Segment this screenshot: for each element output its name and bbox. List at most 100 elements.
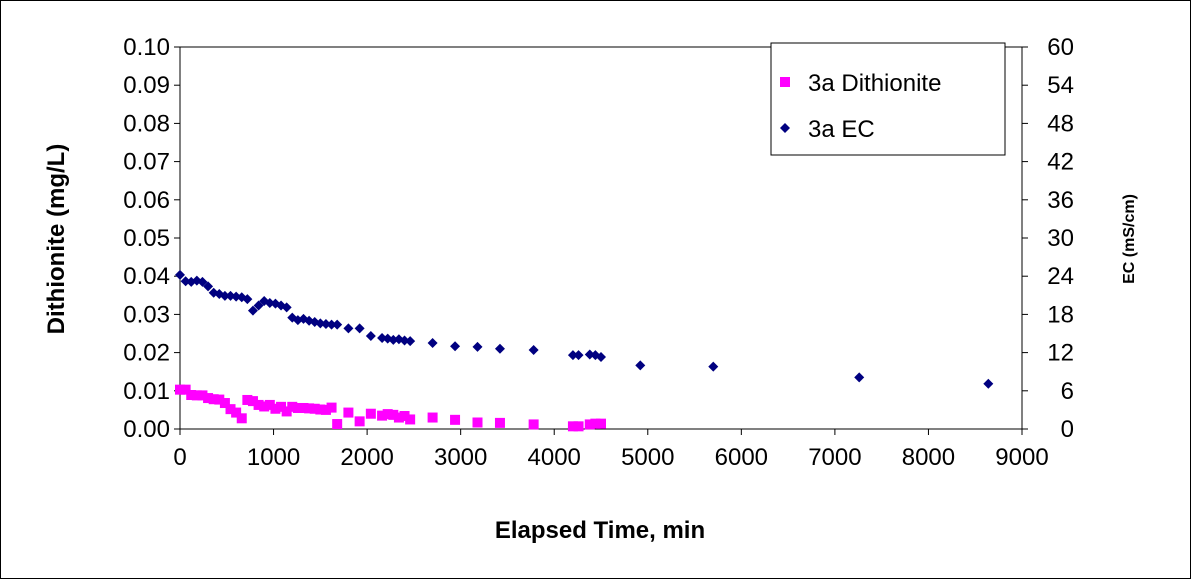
y-tick-label: 0.03 <box>123 301 170 328</box>
dithionite-point <box>388 409 399 420</box>
dithionite-point <box>315 404 326 415</box>
dithionite-point <box>298 402 309 413</box>
dithionite-point <box>270 403 281 414</box>
y2-tick-label: 42 <box>1047 149 1074 176</box>
dithionite-point <box>276 401 287 412</box>
dithionite-point <box>399 411 410 422</box>
legend-box <box>770 42 1006 156</box>
dithionite-point <box>197 390 208 401</box>
y-tick-label: 0.09 <box>123 72 170 99</box>
dithionite-point <box>203 393 214 404</box>
y-tick-label: 0.07 <box>123 149 170 176</box>
dithionite-point <box>264 399 275 410</box>
dithionite-point <box>175 384 185 395</box>
ec-point <box>253 300 264 311</box>
ec-point <box>450 341 461 352</box>
y-tick-label: 0.01 <box>123 378 170 405</box>
dithionite-point <box>242 394 253 405</box>
dithionite-point <box>365 408 376 419</box>
dithionite-point <box>247 396 258 407</box>
dithionite-point <box>354 416 365 427</box>
dithionite-point <box>304 403 315 414</box>
dithionite-point <box>320 404 331 415</box>
y-tick-label: 0.00 <box>123 416 170 443</box>
dithionite-point <box>590 418 601 429</box>
y2-tick-label: 12 <box>1047 340 1074 367</box>
x-tick-label: 0 <box>173 444 186 471</box>
legend: 3a Dithionite 3a EC <box>770 42 1006 156</box>
legend-label-ec: 3a EC <box>808 116 875 143</box>
y-tick-label: 0.05 <box>123 225 170 252</box>
dithionite-point <box>528 419 539 430</box>
x-tick-label: 1000 <box>247 444 300 471</box>
y2-tick-label: 6 <box>1061 378 1074 405</box>
ec-point <box>197 276 208 287</box>
dithionite-point <box>208 394 219 405</box>
y2-tick-label: 0 <box>1061 416 1074 443</box>
dithionite-point <box>567 421 578 432</box>
dithionite-point <box>225 404 236 415</box>
data-marks <box>175 269 994 432</box>
dithionite-point <box>231 407 242 418</box>
ec-point <box>343 323 354 334</box>
x-tick-label: 7000 <box>808 444 861 471</box>
dithionite-point <box>253 399 264 410</box>
ec-point <box>573 350 584 361</box>
ec-point <box>427 338 438 349</box>
x-tick-label: 2000 <box>340 444 393 471</box>
dithionite-point <box>281 406 292 417</box>
ec-point <box>567 350 578 361</box>
y-tick-label: 0.10 <box>123 34 170 61</box>
dithionite-point <box>494 417 505 428</box>
dithionite-point <box>191 390 202 401</box>
y2-axis-ticks: 0 6 12 18 24 30 36 42 48 54 60 <box>1022 34 1074 443</box>
legend-label-dithionite: 3a Dithionite <box>808 70 941 97</box>
x-tick-label: 3000 <box>434 444 487 471</box>
dithionite-point <box>584 419 595 430</box>
dithionite-point <box>259 401 270 412</box>
x-tick-label: 8000 <box>902 444 955 471</box>
x-axis-ticks: 0 1000 2000 3000 4000 5000 6000 7000 8000 9000 <box>173 429 1049 471</box>
ec-point <box>854 372 865 383</box>
dithionite-point <box>214 394 225 405</box>
ec-point <box>219 290 230 301</box>
y2-tick-label: 48 <box>1047 110 1074 137</box>
ec-point <box>281 302 292 313</box>
y-tick-label: 0.04 <box>123 263 170 290</box>
y-tick-label: 0.08 <box>123 110 170 137</box>
dithionite-point <box>596 418 606 429</box>
x-tick-label: 4000 <box>528 444 581 471</box>
legend-marker-dithionite <box>780 77 790 87</box>
dithionite-point <box>326 402 337 413</box>
x-tick-label: 5000 <box>621 444 674 471</box>
ec-point <box>332 319 343 330</box>
y-tick-label: 0.06 <box>123 187 170 214</box>
ec-point <box>635 360 646 371</box>
y-tick-label: 0.02 <box>123 340 170 367</box>
dithionite-point <box>377 410 388 421</box>
y2-tick-label: 18 <box>1047 301 1074 328</box>
y2-tick-label: 24 <box>1047 263 1074 290</box>
dithionite-point <box>292 402 303 413</box>
ec-point <box>242 294 253 305</box>
dithionite-point <box>573 421 584 432</box>
dithionite-point <box>427 412 438 423</box>
ec-point <box>708 361 719 372</box>
ec-point <box>175 269 185 280</box>
x-axis-title: Elapsed Time, min <box>495 517 705 544</box>
y2-tick-label: 30 <box>1047 225 1074 252</box>
x-tick-label: 9000 <box>995 444 1048 471</box>
y2-tick-label: 60 <box>1047 34 1074 61</box>
dithionite-point <box>236 413 247 424</box>
dithionite-point <box>287 401 298 412</box>
y-axis-ticks: 0.00 0.01 0.02 0.03 0.04 0.05 0.06 0.07 0.08 0.09… <box>123 34 180 443</box>
ec-point <box>596 352 606 363</box>
y2-tick-label: 36 <box>1047 187 1074 214</box>
y2-tick-label: 54 <box>1047 72 1074 99</box>
ec-point <box>247 305 258 316</box>
ec-point <box>983 378 994 389</box>
x-tick-label: 6000 <box>715 444 768 471</box>
dithionite-point <box>180 384 191 395</box>
